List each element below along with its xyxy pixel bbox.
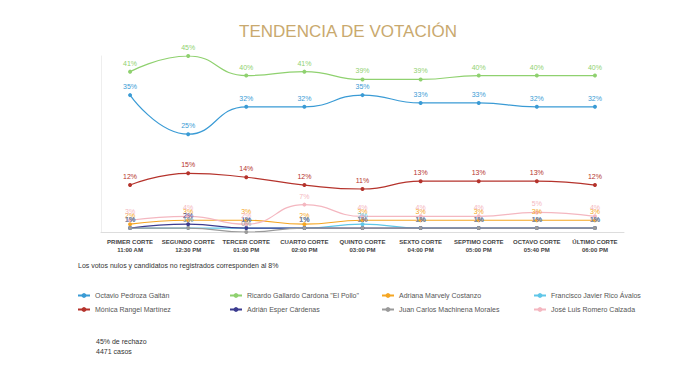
svg-text:7%: 7% — [299, 193, 309, 200]
svg-text:03:00 PM: 03:00 PM — [349, 247, 375, 253]
svg-text:40%: 40% — [472, 64, 486, 71]
svg-text:1%: 1% — [532, 216, 542, 223]
svg-text:4%: 4% — [590, 204, 600, 211]
svg-text:01:00 PM: 01:00 PM — [233, 247, 259, 253]
svg-text:12:30 PM: 12:30 PM — [175, 247, 201, 253]
svg-text:SEGUNDO CORTE: SEGUNDO CORTE — [162, 239, 215, 245]
svg-text:SEXTO CORTE: SEXTO CORTE — [399, 239, 442, 245]
svg-text:13%: 13% — [414, 169, 428, 176]
svg-text:OCTAVO CORTE: OCTAVO CORTE — [513, 239, 560, 245]
svg-text:4%: 4% — [474, 204, 484, 211]
svg-text:32%: 32% — [530, 95, 544, 102]
svg-text:39%: 39% — [414, 67, 428, 74]
svg-text:12%: 12% — [588, 173, 602, 180]
svg-text:3%: 3% — [473, 208, 484, 216]
svg-text:13%: 13% — [472, 169, 486, 176]
svg-text:25%: 25% — [181, 122, 195, 129]
svg-text:1%: 1% — [357, 216, 367, 223]
svg-text:1%: 1% — [532, 216, 542, 223]
svg-text:Ricardo Gallardo Cardona "El P: Ricardo Gallardo Cardona "El Pollo" — [247, 292, 359, 299]
svg-text:4%: 4% — [357, 204, 367, 211]
svg-text:1%: 1% — [590, 216, 600, 223]
svg-text:41%: 41% — [123, 60, 137, 67]
svg-text:35%: 35% — [123, 83, 137, 90]
svg-text:40%: 40% — [239, 64, 253, 71]
svg-text:13%: 13% — [530, 169, 544, 176]
svg-text:33%: 33% — [472, 91, 486, 98]
svg-text:1%: 1% — [299, 216, 309, 223]
svg-text:1%: 1% — [474, 216, 484, 223]
svg-text:1%: 1% — [125, 216, 135, 223]
svg-text:QUINTO CORTE: QUINTO CORTE — [340, 239, 386, 245]
svg-text:4471 casos: 4471 casos — [96, 348, 132, 355]
svg-text:15%: 15% — [181, 161, 195, 168]
svg-text:4%: 4% — [183, 204, 193, 211]
svg-text:Adrián Esper Cárdenas: Adrián Esper Cárdenas — [247, 306, 320, 314]
svg-text:35%: 35% — [355, 83, 369, 90]
svg-text:3%: 3% — [532, 208, 542, 215]
svg-text:40%: 40% — [530, 64, 544, 71]
svg-text:1%: 1% — [416, 216, 426, 223]
svg-text:SEPTIMO CORTE: SEPTIMO CORTE — [454, 239, 504, 245]
svg-text:04:00 PM: 04:00 PM — [408, 247, 434, 253]
svg-text:1%: 1% — [125, 216, 135, 223]
svg-text:3%: 3% — [589, 208, 600, 216]
svg-text:1%: 1% — [474, 216, 484, 223]
svg-text:06:00 PM: 06:00 PM — [582, 247, 608, 253]
svg-text:Octavio Pedroza Gaitán: Octavio Pedroza Gaitán — [95, 292, 169, 299]
svg-text:3%: 3% — [415, 208, 426, 216]
svg-text:1%: 1% — [183, 216, 193, 223]
svg-text:Juan Carlos Machinena Morales: Juan Carlos Machinena Morales — [399, 306, 500, 313]
svg-text:32%: 32% — [588, 95, 602, 102]
svg-text:40%: 40% — [588, 64, 602, 71]
svg-text:Mónica Rangel Martínez: Mónica Rangel Martínez — [95, 306, 171, 314]
svg-text:Francisco Javier Rico Ávalos: Francisco Javier Rico Ávalos — [551, 291, 641, 299]
svg-text:PRIMER CORTE: PRIMER CORTE — [107, 239, 153, 245]
svg-text:32%: 32% — [297, 95, 311, 102]
svg-text:45%: 45% — [181, 44, 195, 51]
svg-text:ÚLTIMO CORTE: ÚLTIMO CORTE — [572, 239, 617, 245]
svg-text:39%: 39% — [355, 67, 369, 74]
svg-text:1%: 1% — [532, 216, 542, 223]
svg-text:Adriana Marvely Costanzo: Adriana Marvely Costanzo — [399, 292, 481, 300]
svg-text:1%: 1% — [299, 216, 309, 223]
svg-text:32%: 32% — [239, 95, 253, 102]
svg-text:1%: 1% — [416, 216, 426, 223]
svg-text:3%: 3% — [125, 208, 135, 215]
svg-text:12%: 12% — [123, 173, 137, 180]
svg-text:1%: 1% — [416, 216, 426, 223]
svg-text:1%: 1% — [590, 216, 600, 223]
svg-text:José Luis Romero Calzada: José Luis Romero Calzada — [551, 306, 635, 313]
svg-text:4%: 4% — [416, 204, 426, 211]
svg-text:05:40 PM: 05:40 PM — [524, 247, 550, 253]
svg-text:45% de rechazo: 45% de rechazo — [96, 338, 147, 345]
svg-text:0%: 0% — [241, 220, 251, 227]
svg-text:TENDENCIA DE VOTACIÓN: TENDENCIA DE VOTACIÓN — [239, 22, 457, 41]
svg-text:14%: 14% — [239, 165, 253, 172]
svg-text:1%: 1% — [183, 216, 193, 223]
svg-text:5%: 5% — [532, 200, 542, 207]
svg-text:CUARTO CORTE: CUARTO CORTE — [280, 239, 328, 245]
svg-text:11%: 11% — [356, 177, 370, 184]
svg-text:1%: 1% — [474, 216, 484, 223]
svg-text:33%: 33% — [414, 91, 428, 98]
svg-text:02:00 PM: 02:00 PM — [291, 247, 317, 253]
svg-text:12%: 12% — [297, 173, 311, 180]
svg-text:05:00 PM: 05:00 PM — [466, 247, 492, 253]
svg-text:1%: 1% — [590, 216, 600, 223]
svg-text:1%: 1% — [125, 216, 135, 223]
svg-text:1%: 1% — [299, 216, 309, 223]
svg-text:1%: 1% — [357, 216, 367, 223]
svg-text:TERCER CORTE: TERCER CORTE — [223, 239, 270, 245]
svg-text:11:00 AM: 11:00 AM — [117, 247, 143, 253]
svg-text:Los votos nulos y candidatos n: Los votos nulos y candidatos no registra… — [78, 262, 278, 270]
svg-text:41%: 41% — [297, 60, 311, 67]
svg-text:2%: 2% — [241, 212, 251, 219]
